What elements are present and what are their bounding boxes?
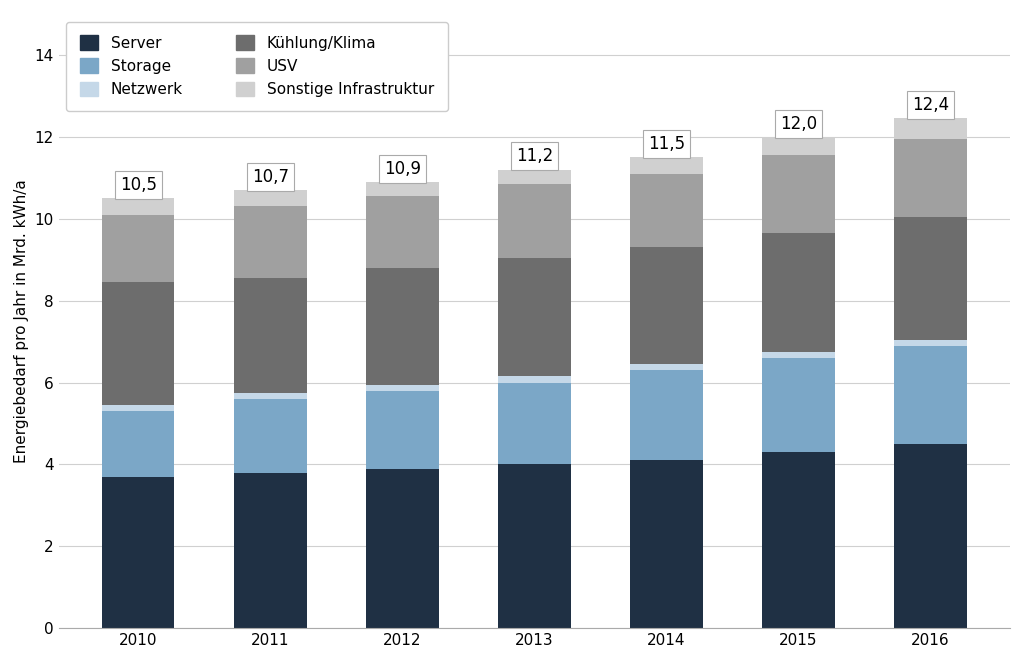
- Bar: [498, 377, 570, 383]
- Bar: [894, 340, 967, 346]
- Legend: Server, Storage, Netzwerk, Kühlung/Klima, USV, Sonstige Infrastruktur: Server, Storage, Netzwerk, Kühlung/Klima…: [67, 22, 447, 111]
- Text: 12,0: 12,0: [780, 115, 817, 132]
- Bar: [366, 469, 438, 628]
- Bar: [762, 137, 835, 155]
- Bar: [762, 352, 835, 358]
- Bar: [498, 184, 570, 258]
- Y-axis label: Energiebedarf pro Jahr in Mrd. kWh/a: Energiebedarf pro Jahr in Mrd. kWh/a: [14, 179, 29, 463]
- Bar: [762, 155, 835, 233]
- Bar: [630, 158, 702, 173]
- Bar: [101, 411, 174, 477]
- Bar: [498, 258, 570, 377]
- Bar: [630, 370, 702, 460]
- Bar: [101, 477, 174, 628]
- Bar: [498, 465, 570, 628]
- Bar: [366, 385, 438, 391]
- Bar: [762, 452, 835, 628]
- Bar: [366, 182, 438, 196]
- Bar: [762, 358, 835, 452]
- Bar: [894, 346, 967, 444]
- Text: 10,9: 10,9: [384, 160, 421, 177]
- Bar: [762, 233, 835, 352]
- Bar: [894, 216, 967, 340]
- Bar: [101, 198, 174, 214]
- Text: 10,7: 10,7: [252, 168, 289, 186]
- Bar: [233, 190, 306, 207]
- Bar: [630, 173, 702, 248]
- Bar: [101, 282, 174, 405]
- Bar: [894, 118, 967, 139]
- Bar: [233, 399, 306, 473]
- Bar: [894, 444, 967, 628]
- Bar: [101, 405, 174, 411]
- Bar: [366, 391, 438, 469]
- Bar: [366, 268, 438, 385]
- Text: 11,5: 11,5: [648, 135, 685, 153]
- Bar: [498, 383, 570, 465]
- Bar: [101, 214, 174, 282]
- Bar: [630, 364, 702, 370]
- Bar: [630, 460, 702, 628]
- Text: 12,4: 12,4: [912, 96, 949, 115]
- Bar: [498, 169, 570, 184]
- Bar: [233, 393, 306, 399]
- Bar: [233, 278, 306, 393]
- Text: 11,2: 11,2: [516, 148, 553, 166]
- Bar: [366, 196, 438, 268]
- Text: 10,5: 10,5: [120, 176, 157, 194]
- Bar: [233, 473, 306, 628]
- Bar: [630, 248, 702, 364]
- Bar: [233, 207, 306, 278]
- Bar: [894, 139, 967, 216]
